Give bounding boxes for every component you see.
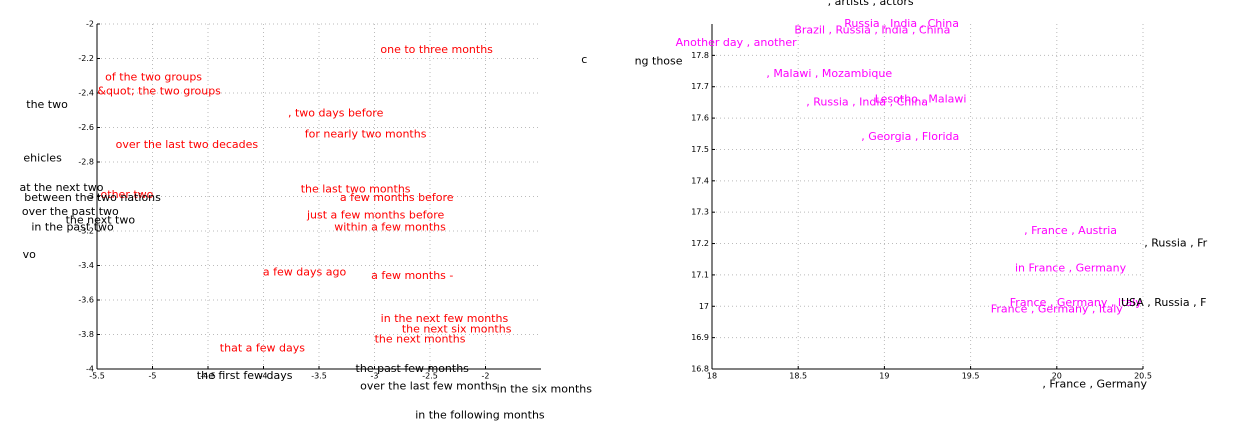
x-tick-label: -3.5 <box>311 372 327 381</box>
y-tick-label: -2.6 <box>78 123 94 132</box>
y-tick-label: -3.8 <box>78 330 94 339</box>
y-tick-label: -3.4 <box>78 261 94 270</box>
x-tick-label: -4 <box>260 372 268 381</box>
x-tick-label: 19.5 <box>962 372 980 381</box>
point-label: vo <box>23 248 37 261</box>
point-label: within a few months <box>334 221 446 234</box>
point-label: one to three months <box>380 43 493 56</box>
x-tick-label: -2 <box>482 372 490 381</box>
point-label: ehicles <box>23 152 62 165</box>
point-label: the next two <box>66 214 136 227</box>
point-label: ng those <box>635 55 683 68</box>
x-tick-label: 18.5 <box>789 372 807 381</box>
y-tick-label: 17.1 <box>691 270 709 279</box>
point-label: over the last two decades <box>116 138 259 151</box>
point-label: between the two nations <box>24 191 161 204</box>
point-label: , Russia , India , China <box>806 95 928 108</box>
point-label: Lesotho , Malawi <box>875 92 967 105</box>
point-label: over the past two <box>22 205 119 218</box>
y-tick-label: -2 <box>86 20 94 29</box>
point-label: in the next few months <box>381 312 509 325</box>
point-label: Brazil , Russia , India , China <box>794 23 950 36</box>
x-tick-label: 18 <box>707 372 717 381</box>
x-tick-label: -2.5 <box>422 372 438 381</box>
point-label: , two days before <box>288 107 384 120</box>
point-label: c <box>581 53 587 66</box>
point-label: France , Germany , Italy <box>1010 296 1142 309</box>
point-label: a few months - <box>371 269 453 282</box>
y-tick-label: -2.8 <box>78 158 94 167</box>
y-tick-label: -4 <box>86 365 94 374</box>
y-tick-label: 17.2 <box>691 239 709 248</box>
point-label: Russia , India , China <box>844 17 959 30</box>
y-tick-label: -3 <box>86 192 94 201</box>
point-label: for nearly two months <box>305 127 427 140</box>
y-tick-label: 17.7 <box>691 82 709 91</box>
point-label: in the following months <box>415 409 545 421</box>
point-label: just a few months before <box>306 208 445 221</box>
point-label: the last two months <box>301 183 411 196</box>
y-tick-label: 17.5 <box>691 145 709 154</box>
point-label: other two <box>101 188 154 201</box>
x-tick-label: 20.5 <box>1134 372 1152 381</box>
y-tick-label: 17.4 <box>691 176 709 185</box>
point-label: a few days ago <box>263 265 347 278</box>
x-tick-label: -5.5 <box>89 372 105 381</box>
point-label: that a few days <box>220 341 305 354</box>
y-tick-label: -2.2 <box>78 54 94 63</box>
y-tick-label: 16.9 <box>691 333 709 342</box>
point-label: in France , Germany <box>1015 262 1127 275</box>
point-label: &quot; the two groups <box>97 84 221 97</box>
point-label: the first few days <box>197 369 293 382</box>
x-tick-label: -5 <box>149 372 157 381</box>
point-label: , Malawi , Mozambique <box>766 67 892 80</box>
point-label: the next months <box>375 333 466 346</box>
point-label: the next six months <box>402 322 512 335</box>
point-label: at the next two <box>19 181 103 194</box>
x-tick-label: -3 <box>371 372 379 381</box>
y-tick-label: -2.4 <box>78 89 94 98</box>
y-tick-label: -3.2 <box>78 227 94 236</box>
point-label: of the two groups <box>105 70 202 83</box>
point-label: , France , Germany <box>1042 378 1147 391</box>
y-tick-label: 17.6 <box>691 114 709 123</box>
point-label: , artists , actors <box>828 0 914 8</box>
point-label: in the past two <box>31 221 114 234</box>
y-tick-label: 17 <box>699 302 709 311</box>
point-label: over the last few months <box>360 379 498 392</box>
y-tick-label: 16.8 <box>691 365 709 374</box>
point-label: , Georgia , Florida <box>861 130 959 143</box>
point-label: France , Germany , Italy <box>991 302 1123 315</box>
y-tick-label: 17.3 <box>691 208 709 217</box>
point-label: the two <box>26 98 68 111</box>
point-label: , Russia , Fr <box>1144 237 1207 250</box>
point-label: Another day , another <box>676 36 798 49</box>
point-label: USA , Russia , F <box>1121 296 1206 309</box>
x-tick-label: 19 <box>879 372 889 381</box>
point-label: , France , Austria <box>1024 224 1117 237</box>
point-label: a few months before <box>340 191 454 204</box>
point-label: the past few months <box>356 362 470 375</box>
y-tick-label: 17.8 <box>691 51 709 60</box>
x-tick-label: 20 <box>1052 372 1062 381</box>
y-tick-label: -3.6 <box>78 296 94 305</box>
point-label: in the six months <box>497 383 593 396</box>
x-tick-label: -4.5 <box>200 372 216 381</box>
